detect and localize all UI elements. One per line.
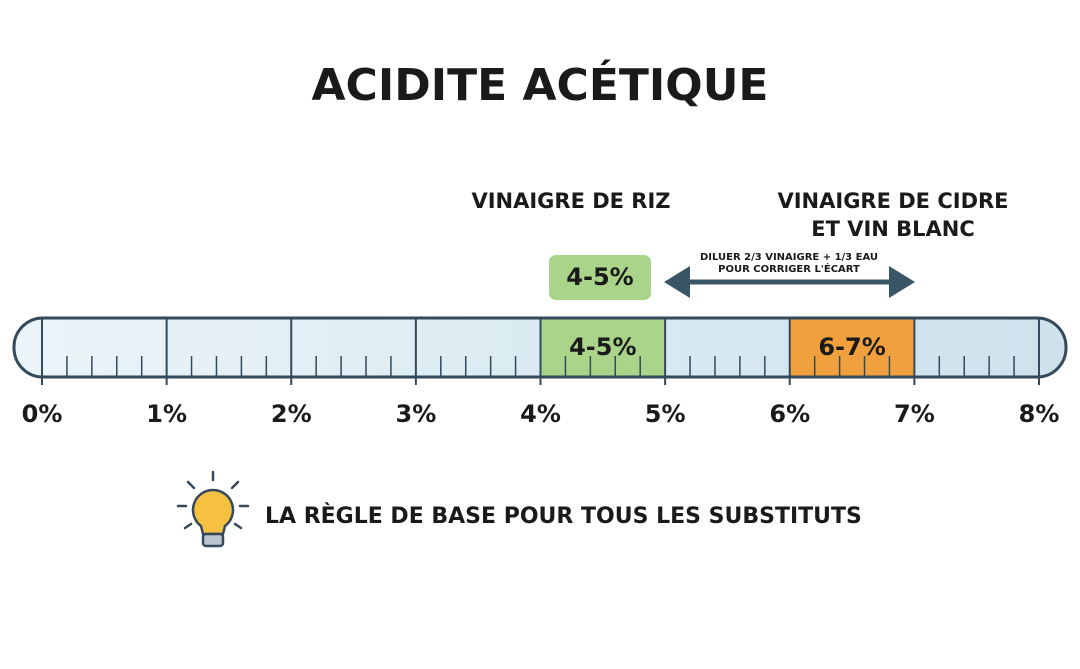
badge: [549, 255, 651, 300]
tick-label: 5%: [645, 400, 686, 428]
tick-label: 4%: [520, 400, 561, 428]
tick-label: 0%: [22, 400, 63, 428]
note-line: POUR CORRIGER L'ÉCART: [718, 262, 860, 275]
tick-label: 1%: [146, 400, 187, 428]
range-name: VINAIGRE DE RIZ: [471, 189, 670, 213]
range-segment: [540, 319, 666, 376]
arrow: [664, 266, 915, 298]
range-label: 4-5%: [569, 333, 636, 361]
footer: LA RÈGLE DE BASE POUR TOUS LES SUBSTITUT…: [265, 503, 862, 529]
tick-label: 7%: [894, 400, 935, 428]
tick-label: 8%: [1019, 400, 1060, 428]
lightbulb-icon: [176, 470, 250, 548]
range-name: VINAIGRE DE CIDRE: [777, 189, 1008, 213]
range-name: ET VIN BLANC: [811, 217, 975, 241]
scale: 4-5% 6-7% 0% 1% 2% 3% 4% 5% 6% 7% 8%: [22, 318, 1060, 428]
badge-label: 4-5%: [566, 263, 633, 291]
tick-label: 2%: [271, 400, 312, 428]
range-segment: [789, 319, 915, 376]
title: ACIDITE ACÉTIQUE: [312, 58, 769, 111]
note-line: DILUER 2/3 VINAIGRE + 1/3 EAU: [700, 252, 878, 263]
tick-label: 6%: [769, 400, 810, 428]
range-label: 6-7%: [818, 333, 885, 361]
tick-label: 3%: [396, 400, 437, 428]
